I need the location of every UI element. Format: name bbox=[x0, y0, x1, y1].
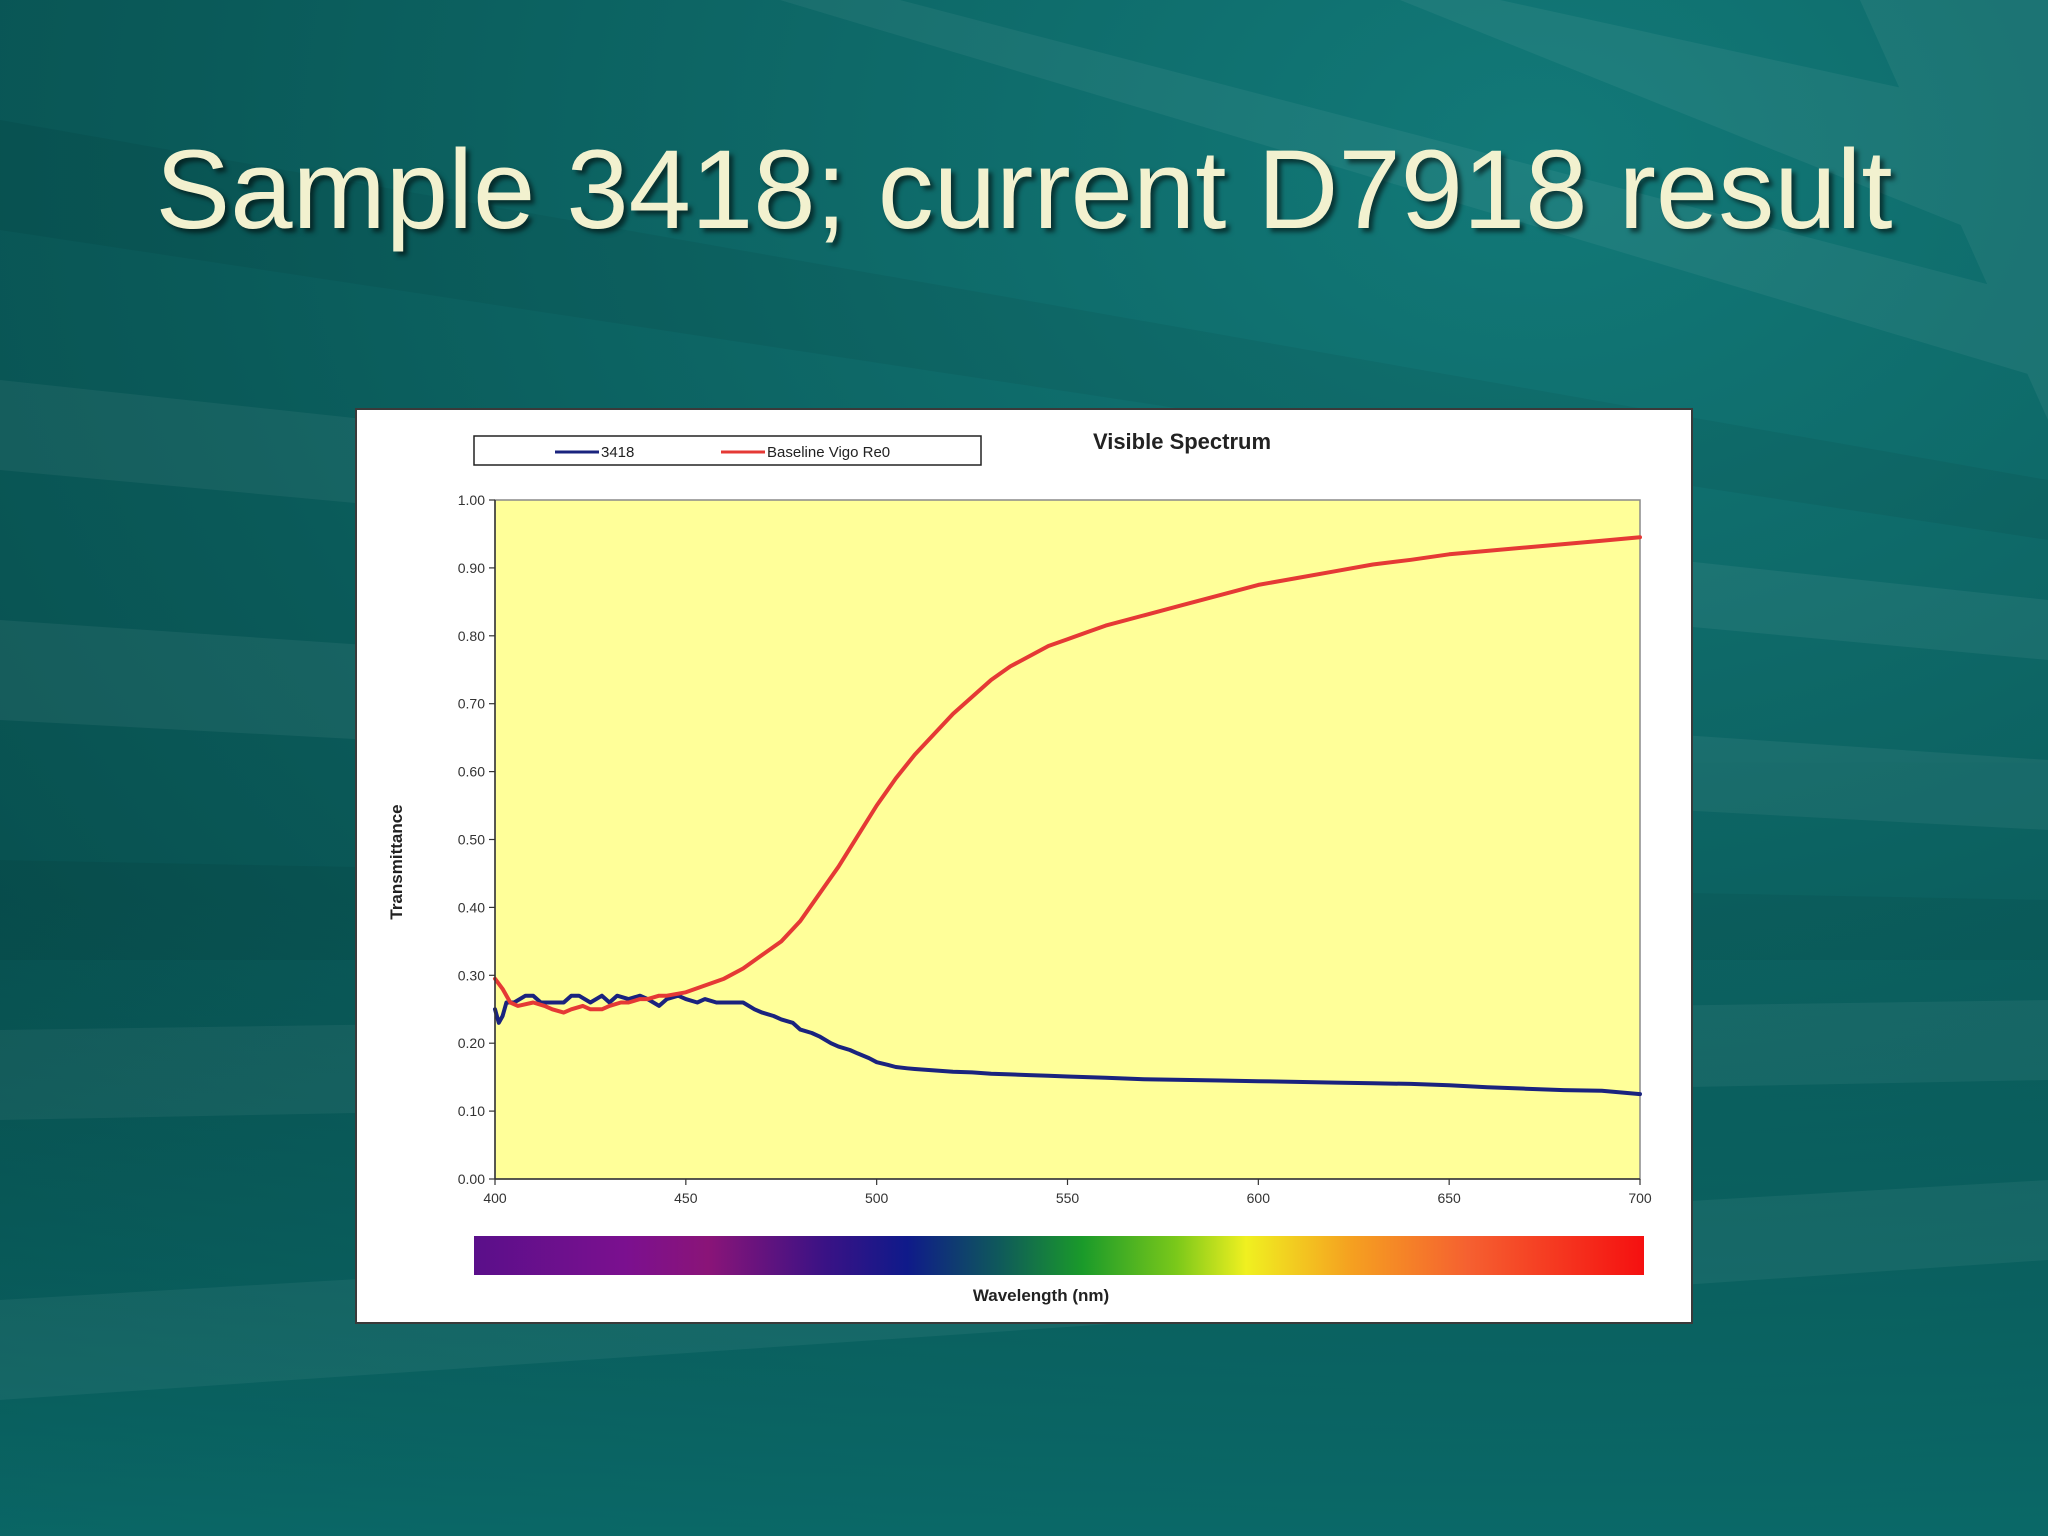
x-tick-label: 650 bbox=[1437, 1190, 1461, 1206]
legend-label-3418: 3418 bbox=[601, 444, 634, 461]
y-tick-label: 0.20 bbox=[458, 1035, 485, 1051]
series-line-baseline bbox=[493, 535, 1642, 1015]
x-tick-label: 450 bbox=[674, 1190, 698, 1206]
y-tick-label: 0.10 bbox=[458, 1103, 485, 1119]
x-tick-label: 500 bbox=[865, 1190, 889, 1206]
y-tick-label: 0.50 bbox=[458, 832, 485, 848]
chart-panel: 3418 Baseline Vigo Re0 Visible Spectrum … bbox=[355, 408, 1693, 1324]
series-layer bbox=[493, 535, 1642, 1097]
slide-title: Sample 3418; current D7918 result bbox=[155, 127, 1893, 252]
y-axis-ticks: 0.00 0.10 0.20 0.30 0.40 0.50 0.60 0.70 0.80 0.90… bbox=[458, 492, 495, 1187]
y-tick-label: 0.70 bbox=[458, 696, 485, 712]
series-line-3418 bbox=[493, 993, 1642, 1097]
y-tick-label: 0.90 bbox=[458, 560, 485, 576]
y-tick-label: 0.30 bbox=[458, 967, 485, 983]
x-axis-label: Wavelength (nm) bbox=[973, 1286, 1109, 1305]
chart-title: Visible Spectrum bbox=[1093, 429, 1271, 454]
spectrum-chart: 3418 Baseline Vigo Re0 Visible Spectrum … bbox=[387, 429, 1652, 1305]
y-tick-label: 1.00 bbox=[458, 492, 485, 508]
x-tick-label: 600 bbox=[1247, 1190, 1271, 1206]
legend-label-baseline: Baseline Vigo Re0 bbox=[767, 444, 890, 461]
x-tick-label: 700 bbox=[1628, 1190, 1652, 1206]
y-tick-label: 0.60 bbox=[458, 764, 485, 780]
x-tick-label: 400 bbox=[483, 1190, 507, 1206]
x-axis-ticks: 400 450 500 550 600 650 700 bbox=[483, 1179, 1652, 1206]
plot-area bbox=[494, 499, 1641, 1180]
y-tick-label: 0.40 bbox=[458, 899, 485, 915]
wavelength-color-bar bbox=[474, 1236, 1644, 1275]
y-axis-label: Transmittance bbox=[387, 804, 406, 919]
x-tick-label: 550 bbox=[1056, 1190, 1080, 1206]
y-tick-label: 0.80 bbox=[458, 628, 485, 644]
y-tick-label: 0.00 bbox=[458, 1171, 485, 1187]
